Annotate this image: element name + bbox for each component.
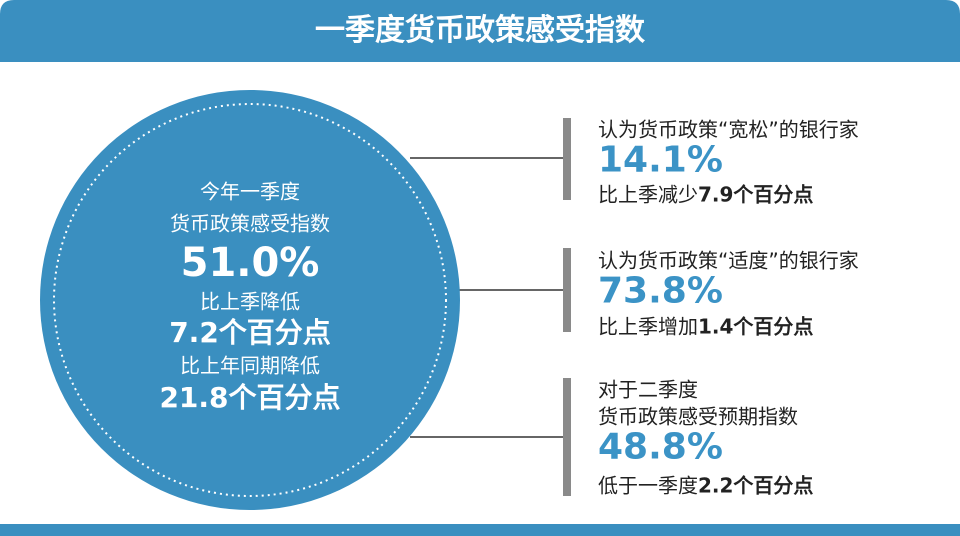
item-change: 比上季减少 xyxy=(598,182,698,207)
summary-change: 比上季降低 xyxy=(200,289,300,314)
summary-line: 今年一季度 xyxy=(200,179,300,204)
item-change: 低于一季度 xyxy=(598,473,698,498)
summary-circle xyxy=(40,90,460,510)
side-bar xyxy=(563,378,571,496)
item-label: 认为货币政策“适度”的银行家 xyxy=(598,248,859,273)
side-bar xyxy=(563,248,571,332)
side-bars xyxy=(563,118,571,496)
dotted-ring xyxy=(53,103,447,497)
summary-change: 比上年同期降低 xyxy=(180,353,320,378)
summary-line: 货币政策感受指数 xyxy=(170,211,330,236)
item-note: 比上季增加1.4个百分点 xyxy=(598,311,813,340)
summary-amount: 21.8个百分点 xyxy=(159,381,341,414)
title: 一季度货币政策感受指数 xyxy=(315,13,645,48)
item-label: 对于二季度 xyxy=(598,377,698,402)
summary-amount: 7.2个百分点 xyxy=(169,316,331,349)
item-amount: 7.9个百分点 xyxy=(698,182,814,207)
bottom-bar xyxy=(0,524,960,536)
item-note: 低于一季度2.2个百分点 xyxy=(598,470,813,499)
connector-lines xyxy=(410,157,565,438)
title-bar xyxy=(0,0,960,62)
item-label: 认为货币政策“宽松”的银行家 xyxy=(598,117,859,142)
item-amount: 2.2个百分点 xyxy=(698,473,814,498)
item-value: 73.8% xyxy=(598,270,723,312)
side-bar xyxy=(563,118,571,200)
item-label: 货币政策感受预期指数 xyxy=(598,404,798,429)
item-value: 14.1% xyxy=(598,139,723,181)
summary-value: 51.0% xyxy=(180,240,320,286)
item-note: 比上季减少7.9个百分点 xyxy=(598,179,813,208)
item-change: 比上季增加 xyxy=(598,314,698,339)
item-amount: 1.4个百分点 xyxy=(698,314,814,339)
item-value: 48.8% xyxy=(598,426,723,468)
